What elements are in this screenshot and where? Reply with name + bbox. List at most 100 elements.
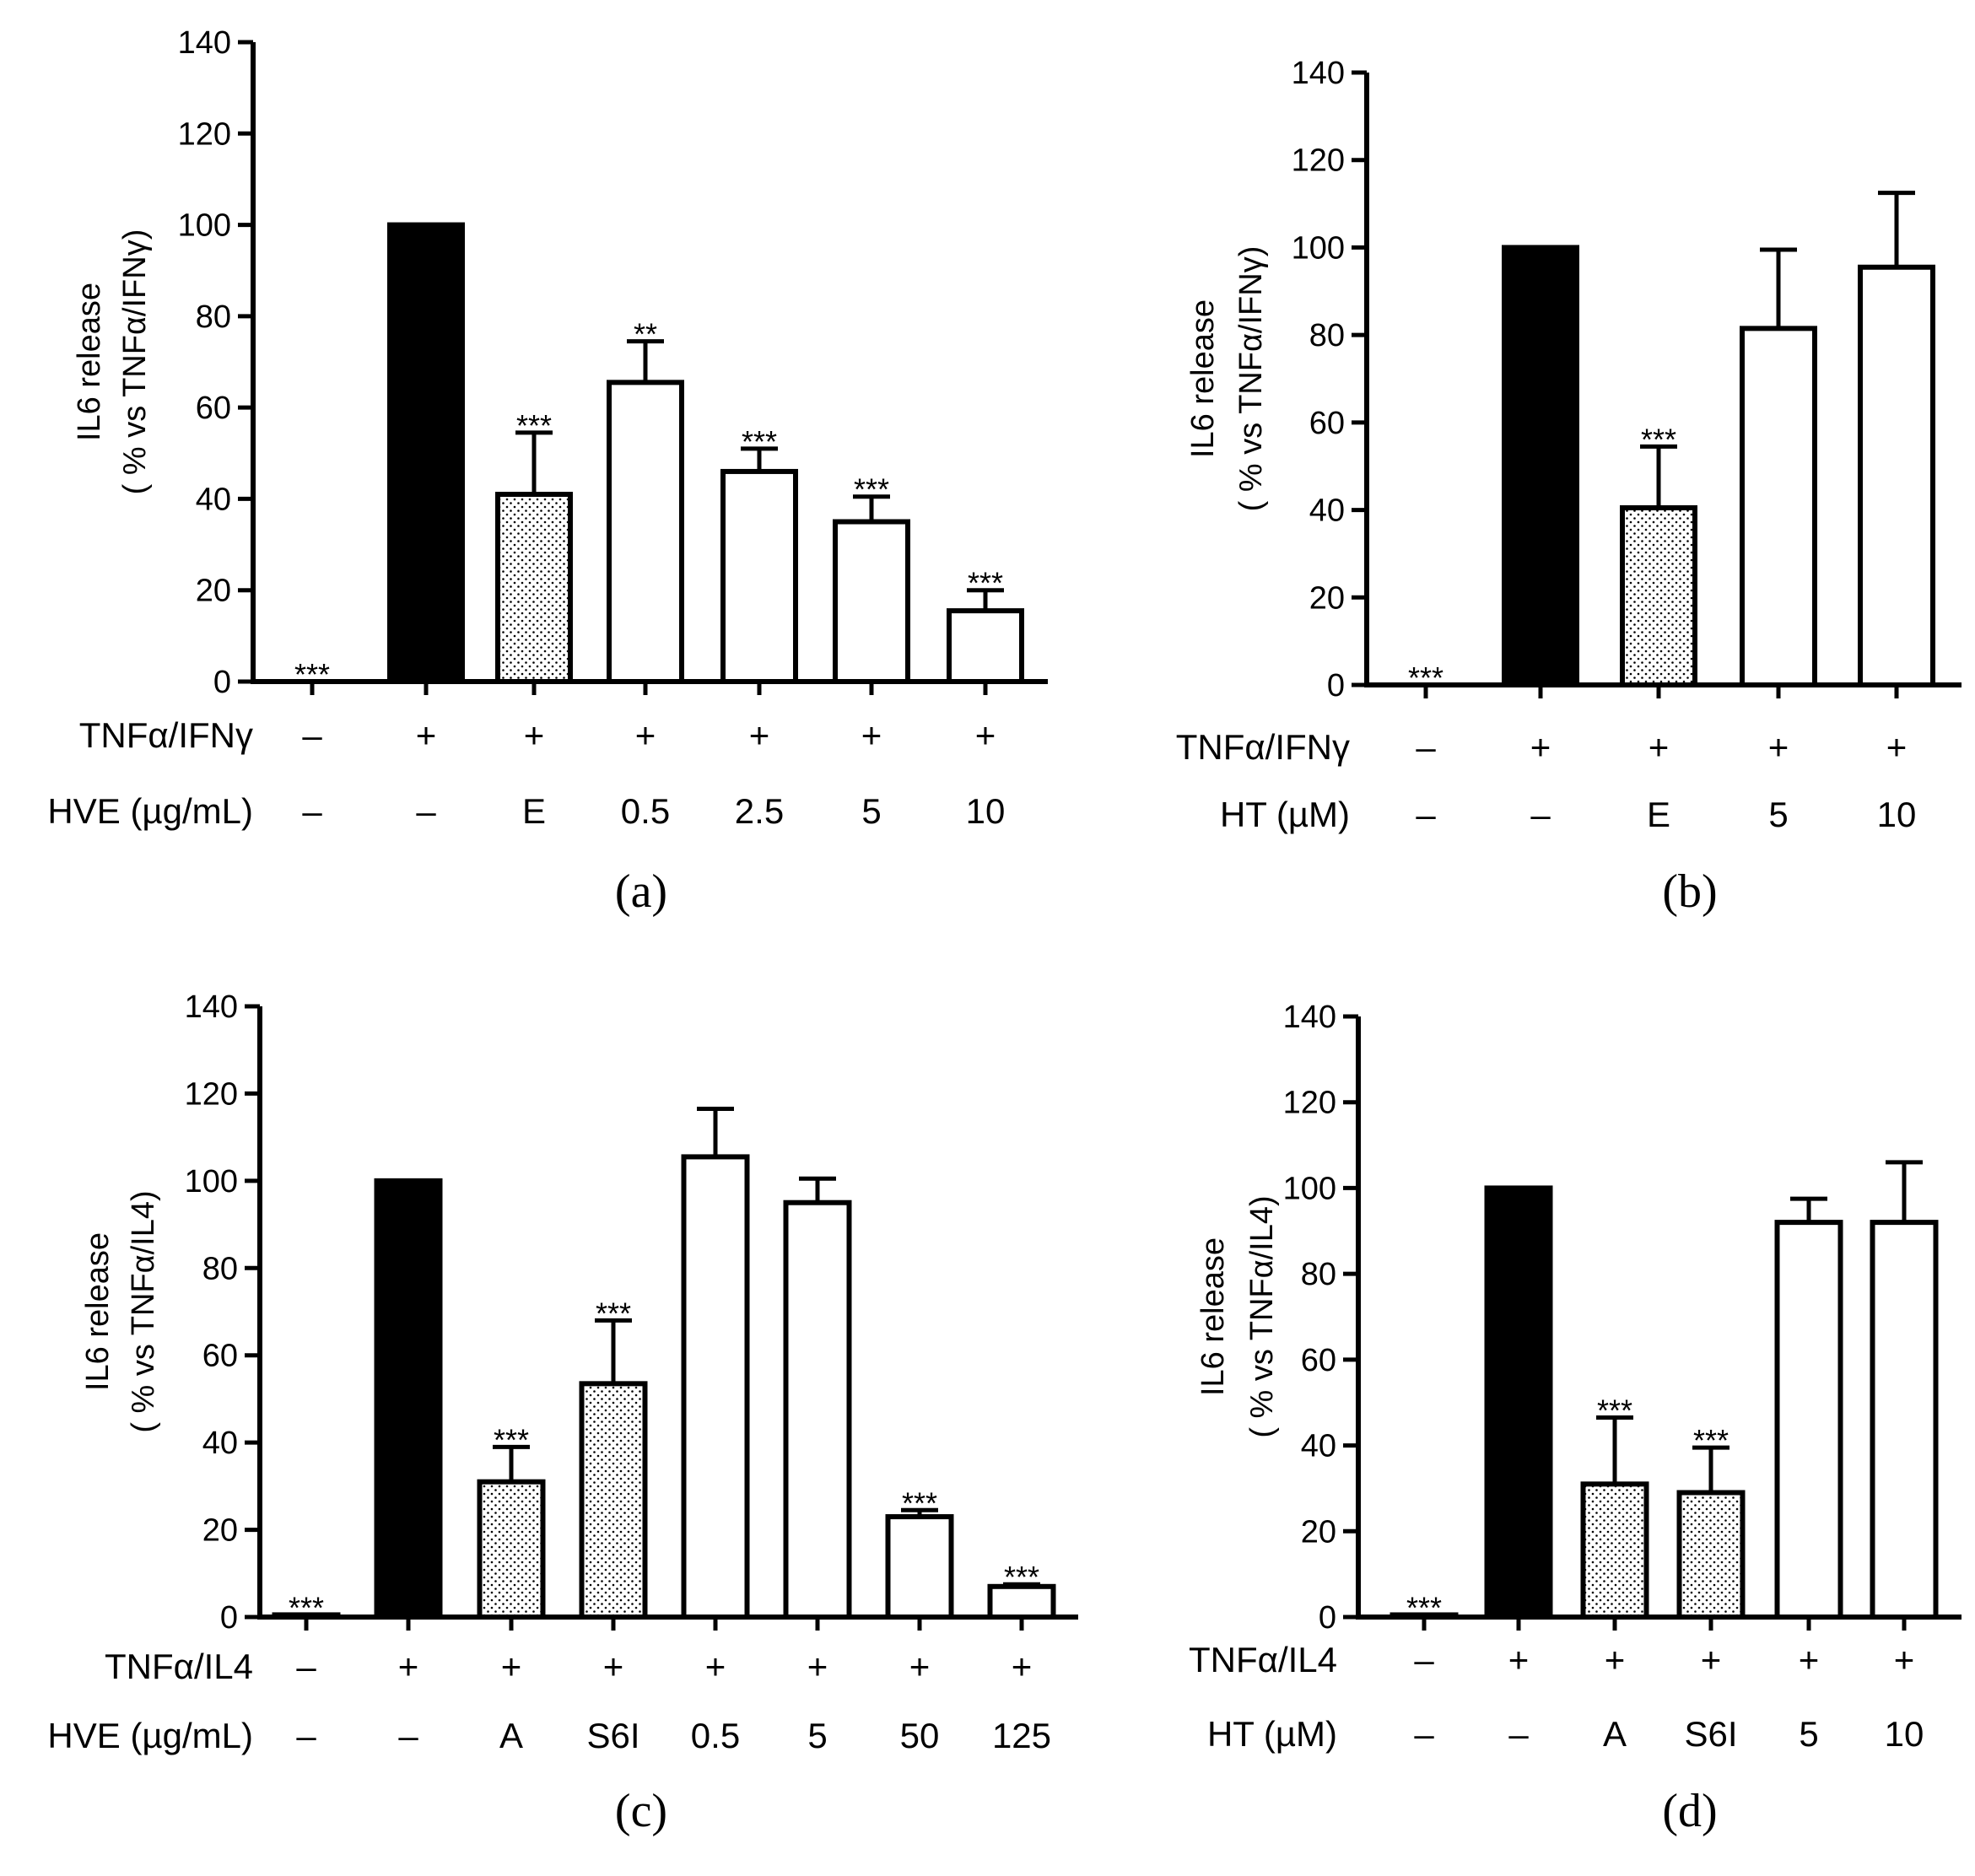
condition-cell: – — [302, 715, 322, 755]
y-tick-label: 80 — [1309, 318, 1345, 353]
condition-cell: + — [807, 1647, 828, 1686]
condition-cell: + — [749, 715, 770, 755]
significance-marker: *** — [1597, 1394, 1632, 1428]
panel-label: (b) — [1662, 865, 1717, 918]
y-tick-label: 100 — [1283, 1171, 1336, 1206]
condition-cell: + — [1894, 1640, 1915, 1679]
y-axis-title-line1: IL6 release — [72, 283, 107, 441]
y-tick-label: 40 — [1309, 493, 1345, 529]
condition-row-label: TNFα/IFNγ — [79, 715, 253, 755]
condition-cell: + — [603, 1647, 624, 1686]
y-tick-label: 0 — [213, 665, 231, 700]
bar — [607, 380, 684, 684]
condition-cell: – — [296, 1716, 316, 1755]
panel-b-chart: 0 20 40 60 80 100 120 140 IL6 release ( % vs TNFα… — [1176, 56, 1962, 918]
y-axis-title-line1: IL6 release — [1195, 1237, 1231, 1396]
condition-cell: – — [1416, 795, 1436, 834]
bar — [1502, 245, 1579, 687]
significance-marker: *** — [294, 657, 330, 692]
condition-cell: + — [1799, 1640, 1820, 1679]
bar — [495, 492, 573, 684]
condition-cell: + — [975, 715, 996, 755]
condition-cell: + — [398, 1647, 419, 1686]
condition-cell: E — [1647, 795, 1670, 834]
condition-cell: – — [296, 1647, 316, 1686]
bar — [1580, 1481, 1649, 1620]
condition-cell: S6I — [586, 1716, 639, 1755]
y-tick-label: 140 — [1283, 1000, 1336, 1035]
bar — [681, 1154, 750, 1620]
significance-marker: ** — [634, 317, 657, 352]
condition-cell: – — [1414, 1640, 1434, 1679]
bar — [720, 468, 798, 685]
y-axis-title-line2: ( % vs TNFα/IL4) — [1244, 1195, 1280, 1437]
y-axis-title-line2: ( % vs TNFα/IL4) — [126, 1190, 161, 1432]
condition-cell: – — [1416, 727, 1436, 767]
condition-cell: – — [302, 791, 322, 831]
condition-cell: 5 — [1799, 1714, 1818, 1754]
y-tick-label: 60 — [1301, 1343, 1336, 1378]
condition-cell: 10 — [1885, 1714, 1924, 1754]
y-tick-label: 80 — [196, 299, 231, 335]
condition-cell: 0.5 — [621, 791, 670, 831]
condition-row-label: HVE (µg/mL) — [47, 791, 253, 831]
panel-a-chart: 0 20 40 60 80 100 120 140 IL6 release ( % vs TNFα… — [47, 25, 1048, 918]
condition-cell: 5 — [861, 791, 881, 831]
significance-marker: *** — [902, 1485, 937, 1520]
y-tick-label: 100 — [185, 1164, 238, 1199]
condition-cell: A — [1603, 1714, 1627, 1754]
significance-marker: *** — [1641, 422, 1676, 456]
condition-cell: – — [398, 1716, 418, 1755]
condition-cell: + — [1508, 1640, 1530, 1679]
significance-marker: *** — [968, 566, 1003, 601]
y-tick-label: 80 — [202, 1251, 238, 1286]
bar — [579, 1381, 648, 1620]
condition-cell: – — [1508, 1714, 1529, 1754]
condition-row-label: HT (µM) — [1207, 1714, 1337, 1754]
condition-cell: 5 — [1768, 795, 1788, 834]
significance-marker: *** — [516, 408, 552, 443]
y-tick-label: 120 — [178, 116, 231, 152]
condition-row-label: TNFα/IL4 — [105, 1647, 253, 1686]
bar — [783, 1199, 852, 1620]
bar — [987, 1583, 1056, 1620]
y-tick-label: 40 — [196, 482, 231, 517]
condition-cell: 10 — [966, 791, 1006, 831]
y-axis-title-line1: IL6 release — [1185, 299, 1221, 458]
condition-cell: + — [1649, 727, 1670, 767]
y-axis-title-line2: ( % vs TNFα/IFNγ) — [1233, 246, 1269, 512]
y-tick-label: 20 — [1301, 1514, 1336, 1550]
y-tick-label: 120 — [1292, 143, 1345, 179]
significance-marker: *** — [854, 472, 889, 507]
condition-cell: + — [1605, 1640, 1626, 1679]
condition-row-label: TNFα/IL4 — [1189, 1640, 1337, 1679]
y-tick-label: 0 — [220, 1600, 238, 1636]
significance-marker: *** — [1693, 1423, 1729, 1458]
condition-cell: + — [861, 715, 882, 755]
y-tick-label: 40 — [1301, 1429, 1336, 1464]
condition-cell: 10 — [1877, 795, 1917, 834]
condition-cell: A — [499, 1716, 523, 1755]
bar — [387, 222, 465, 685]
bar — [477, 1479, 546, 1620]
y-tick-label: 120 — [185, 1076, 238, 1112]
significance-marker: *** — [1406, 1590, 1442, 1625]
bar — [374, 1178, 443, 1620]
y-tick-label: 40 — [202, 1426, 238, 1461]
condition-cell: – — [1530, 795, 1551, 834]
y-axis-title-line1: IL6 release — [80, 1232, 116, 1391]
y-tick-label: 20 — [196, 574, 231, 609]
condition-row-label: HT (µM) — [1220, 795, 1350, 834]
y-tick-label: 60 — [196, 391, 231, 426]
y-tick-label: 80 — [1301, 1257, 1336, 1292]
condition-cell: + — [909, 1647, 931, 1686]
condition-row-label: TNFα/IFNγ — [1176, 727, 1350, 767]
bar — [1740, 326, 1817, 687]
y-tick-label: 100 — [1292, 230, 1345, 266]
bar — [833, 519, 910, 684]
condition-cell: + — [635, 715, 656, 755]
condition-cell: + — [1012, 1647, 1033, 1686]
bar — [1676, 1490, 1746, 1620]
panel-label: (d) — [1662, 1785, 1717, 1837]
y-tick-label: 140 — [185, 989, 238, 1025]
